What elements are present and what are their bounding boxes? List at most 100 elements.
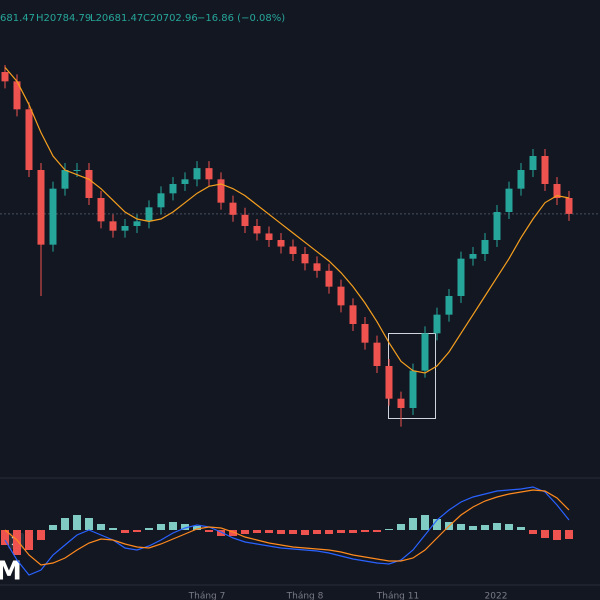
histogram-bar	[277, 530, 285, 534]
candle-body	[61, 170, 69, 189]
x-tick-label: 2022	[485, 592, 508, 600]
candle-body	[457, 258, 465, 296]
candle-body	[289, 246, 297, 254]
histogram-bar	[241, 530, 249, 534]
candle-body	[121, 226, 129, 231]
histogram-bar	[517, 527, 525, 530]
candle-body	[145, 207, 153, 222]
histogram-bar	[253, 530, 261, 533]
histogram-bar	[481, 525, 489, 530]
candle-body	[493, 212, 501, 240]
candle-body	[361, 324, 369, 343]
histogram-bar	[133, 530, 141, 532]
x-tick-label: Tháng 8	[286, 592, 324, 600]
histogram-bar	[385, 529, 393, 530]
candle-body	[265, 233, 273, 240]
candle-body	[565, 198, 573, 214]
candle-body	[517, 170, 525, 189]
x-tick-label: Tháng 7	[188, 592, 226, 600]
histogram-bar	[49, 525, 57, 530]
candle-body	[409, 370, 417, 408]
header-high: H20784.79	[36, 13, 91, 24]
logo: M	[0, 557, 22, 587]
candle-body	[421, 333, 429, 371]
histogram-bar	[529, 530, 537, 534]
histogram-bar	[169, 522, 177, 530]
candle-body	[277, 240, 285, 247]
histogram-bar	[469, 526, 477, 530]
histogram-bar	[145, 528, 153, 530]
candle-body	[193, 168, 201, 180]
histogram-bar	[421, 515, 429, 530]
candle-body	[349, 305, 357, 324]
candle-body	[301, 254, 309, 264]
histogram-bar	[349, 530, 357, 533]
candle-body	[13, 81, 21, 110]
histogram-bar	[97, 524, 105, 530]
histogram-bar	[325, 530, 333, 534]
histogram-bar	[301, 530, 309, 535]
candle-body	[97, 198, 105, 222]
histogram-bar	[409, 518, 417, 530]
candle-body	[169, 184, 177, 194]
histogram-bar	[397, 524, 405, 530]
candle-body	[469, 254, 477, 259]
candle-body	[253, 226, 261, 234]
header-open: 681.47	[0, 13, 35, 24]
histogram-bar	[505, 524, 513, 530]
candle-body	[481, 240, 489, 254]
histogram-bar	[229, 530, 237, 536]
histogram-bar	[109, 528, 117, 530]
candle-body	[49, 188, 57, 245]
candle-body	[1, 72, 9, 82]
histogram-bar	[361, 530, 369, 532]
candle-body	[109, 221, 117, 231]
histogram-bar	[25, 530, 33, 550]
histogram-bar	[337, 530, 345, 533]
candle-body	[37, 170, 45, 245]
histogram-bar	[1, 530, 9, 545]
candle-body	[433, 314, 441, 334]
candle-body	[553, 184, 561, 198]
histogram-bar	[85, 518, 93, 530]
histogram-bar	[73, 515, 81, 530]
candle-body	[397, 398, 405, 408]
candle-body	[85, 170, 93, 198]
candle-body	[337, 286, 345, 306]
candle-body	[133, 221, 141, 226]
candle-body	[325, 270, 333, 287]
candle-body	[541, 156, 549, 184]
candle-body	[229, 202, 237, 215]
histogram-bar	[553, 530, 561, 540]
header-close: C20702.96	[143, 13, 198, 24]
candle-body	[445, 296, 453, 315]
histogram-bar	[193, 526, 201, 530]
header-low: L20681.47	[90, 13, 143, 24]
histogram-bar	[457, 524, 465, 530]
histogram-bar	[265, 530, 273, 533]
candle-body	[385, 366, 393, 399]
candle-body	[205, 168, 213, 180]
histogram-bar	[541, 530, 549, 538]
legend-header: 681.47 H20784.79 L20681.47 C20702.96 −16…	[0, 13, 285, 24]
histogram-bar	[313, 530, 321, 534]
candle-body	[313, 263, 321, 271]
histogram-bar	[433, 519, 441, 530]
histogram-bar	[157, 524, 165, 530]
candle-body	[181, 179, 189, 184]
candle-body	[25, 109, 33, 170]
x-tick-label: Tháng 11	[376, 592, 419, 600]
histogram-bar	[373, 530, 381, 532]
histogram-bar	[181, 524, 189, 530]
candle-body	[529, 156, 537, 170]
histogram-bar	[121, 530, 129, 533]
histogram-bar	[565, 530, 573, 539]
macd-line	[4, 486, 570, 576]
moving-average	[4, 66, 570, 374]
histogram-bar	[61, 518, 69, 530]
histogram-bar	[37, 530, 45, 540]
candle-body	[241, 214, 249, 226]
